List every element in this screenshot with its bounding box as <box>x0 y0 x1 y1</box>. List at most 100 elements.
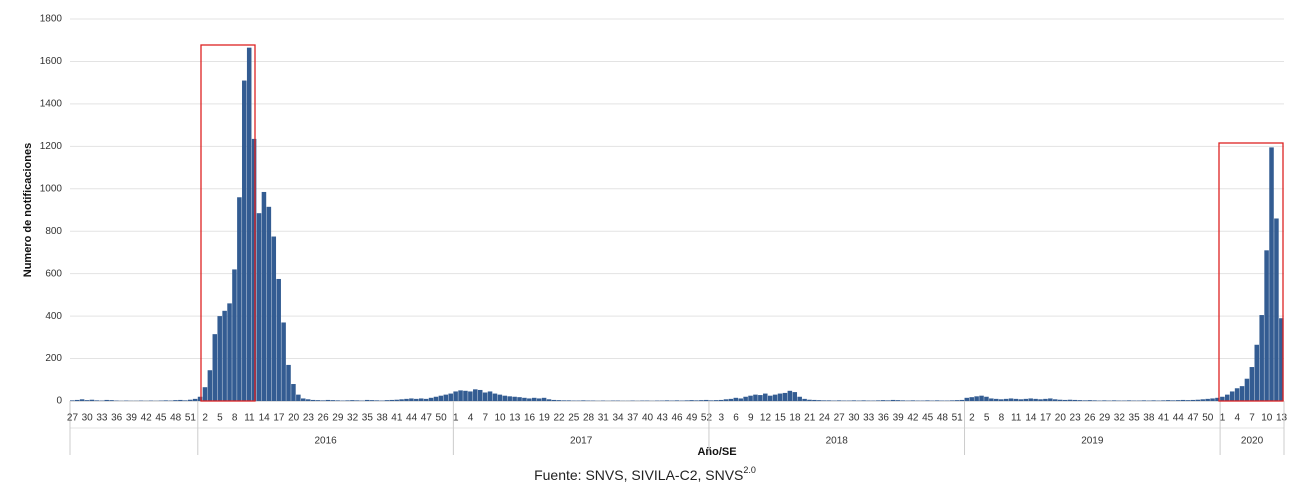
bar <box>1053 399 1058 401</box>
bar <box>389 400 394 401</box>
bar <box>203 387 208 401</box>
y-tick-label: 0 <box>56 396 62 407</box>
bar <box>1205 399 1210 401</box>
bar <box>1043 399 1048 401</box>
bar <box>817 400 822 401</box>
y-tick-label: 400 <box>45 311 62 322</box>
x-tick-label: 43 <box>657 413 669 424</box>
bar <box>188 400 193 401</box>
x-tick-label: 44 <box>406 413 418 424</box>
bar <box>689 400 694 401</box>
x-tick-label: 11 <box>244 413 255 424</box>
bar <box>498 395 503 401</box>
x-group-label: 2017 <box>570 436 593 447</box>
x-tick-label: 26 <box>318 413 330 424</box>
bar <box>851 400 856 401</box>
x-group-label: 2019 <box>1081 436 1104 447</box>
bar <box>881 400 886 401</box>
x-tick-label: 41 <box>391 413 403 424</box>
bar <box>350 400 355 401</box>
bar <box>783 393 788 401</box>
x-tick-label: 47 <box>1188 413 1200 424</box>
bar <box>935 400 940 401</box>
bar <box>321 400 326 401</box>
bar <box>173 400 178 401</box>
x-tick-label: 40 <box>642 413 654 424</box>
bar <box>448 394 453 401</box>
bar <box>537 398 542 401</box>
bar <box>950 400 955 401</box>
bar <box>1141 400 1146 401</box>
bar <box>974 396 979 401</box>
bar <box>512 397 517 401</box>
x-tick-label: 13 <box>509 413 521 424</box>
bar <box>675 400 680 401</box>
bar <box>734 398 739 401</box>
bar <box>979 396 984 401</box>
x-tick-label: 42 <box>907 413 919 424</box>
x-tick-label: 30 <box>82 413 94 424</box>
bar <box>1225 395 1230 401</box>
bar <box>178 400 183 401</box>
x-tick-label: 20 <box>1055 413 1067 424</box>
bar <box>1058 400 1063 401</box>
bar <box>822 400 827 401</box>
bar <box>326 400 331 401</box>
x-tick-label: 5 <box>984 413 990 424</box>
bar <box>444 395 449 401</box>
bar <box>876 400 881 401</box>
x-tick-label: 48 <box>170 413 182 424</box>
bar <box>370 400 375 401</box>
y-tick-label: 1600 <box>40 56 63 67</box>
bar <box>699 400 704 401</box>
bar <box>812 400 817 401</box>
bar <box>1264 250 1269 401</box>
bar <box>891 400 896 401</box>
x-group-label: 2018 <box>826 436 849 447</box>
bar <box>1269 147 1274 401</box>
bar <box>969 397 974 401</box>
bar <box>247 48 252 401</box>
bar <box>316 400 321 401</box>
y-tick-label: 1000 <box>40 183 63 194</box>
x-tick-label: 36 <box>111 413 123 424</box>
x-tick-label: 29 <box>332 413 344 424</box>
bar <box>1048 398 1053 401</box>
x-tick-label: 41 <box>1158 413 1170 424</box>
x-tick-label: 44 <box>1173 413 1185 424</box>
bar <box>439 396 444 401</box>
bar <box>694 400 699 401</box>
x-tick-label: 14 <box>1025 413 1037 424</box>
bar <box>330 400 335 401</box>
x-axis-label: Año/SE <box>697 446 736 458</box>
bar <box>468 391 473 401</box>
bar <box>217 316 222 401</box>
bar <box>1235 388 1240 401</box>
x-tick-label: 10 <box>494 413 506 424</box>
bar <box>414 399 419 401</box>
x-tick-label: 36 <box>878 413 890 424</box>
x-tick-label: 8 <box>999 413 1005 424</box>
bar <box>267 207 272 401</box>
x-tick-label: 38 <box>377 413 389 424</box>
bar <box>404 399 409 401</box>
bar <box>483 393 488 401</box>
bar <box>1171 400 1176 401</box>
x-tick-label: 27 <box>834 413 846 424</box>
x-group-label: 2020 <box>1241 436 1264 447</box>
bar <box>394 400 399 401</box>
x-tick-label: 15 <box>775 413 787 424</box>
bar <box>429 398 434 401</box>
x-tick-label: 39 <box>893 413 905 424</box>
x-tick-label: 16 <box>524 413 536 424</box>
x-tick-label: 1 <box>453 413 459 424</box>
bar <box>729 399 734 401</box>
x-tick-label: 37 <box>627 413 639 424</box>
x-tick-label: 32 <box>1114 413 1126 424</box>
bar <box>704 400 709 401</box>
bar <box>1259 315 1264 401</box>
x-tick-label: 30 <box>848 413 860 424</box>
x-tick-label: 20 <box>288 413 300 424</box>
y-tick-label: 1400 <box>40 99 63 110</box>
bar <box>738 398 743 401</box>
